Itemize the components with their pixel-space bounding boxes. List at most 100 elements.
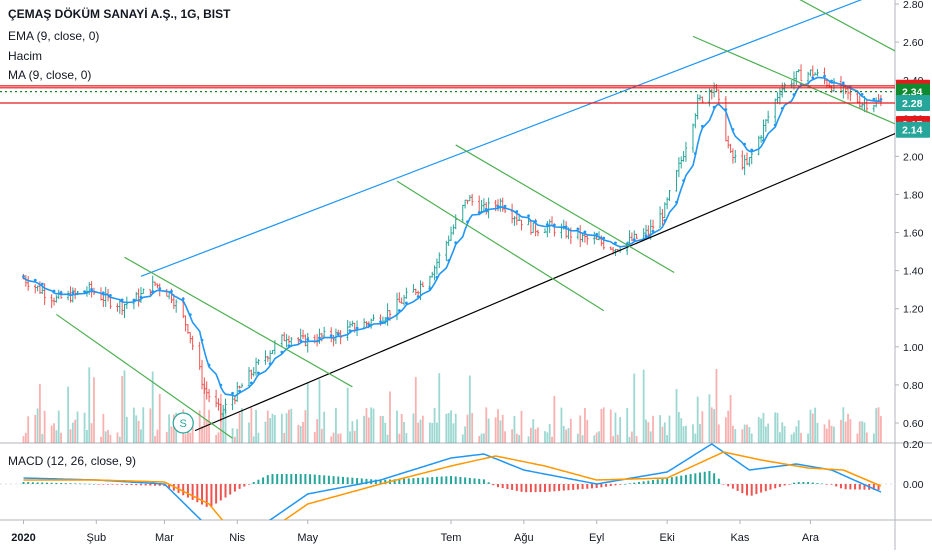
- ma-dot: [693, 152, 697, 155]
- ma-dot: [158, 287, 162, 290]
- volume-bar: [663, 422, 666, 443]
- volume-bar: [797, 420, 800, 443]
- macd-line-macd: [23, 443, 882, 520]
- macd-hist-bar: [50, 482, 53, 484]
- macd-hist-bar: [440, 476, 443, 484]
- ma-dot: [348, 329, 352, 333]
- ma-dot: [404, 301, 408, 305]
- macd-hist-bar: [849, 484, 852, 490]
- macd-hist-bar: [116, 484, 119, 485]
- ma-dot: [101, 291, 105, 295]
- volume-bar: [431, 422, 434, 443]
- volume-bar: [548, 424, 551, 443]
- volume-bar: [198, 410, 201, 443]
- volume-bar: [123, 370, 126, 443]
- macd-hist-bar: [666, 478, 669, 484]
- volume-bar: [332, 432, 335, 443]
- ma-dot: [496, 205, 500, 208]
- macd-hist-bar: [529, 484, 532, 493]
- volume-bar: [421, 415, 424, 443]
- macd-hist-bar: [562, 484, 565, 491]
- x-tick-label: Ara: [802, 532, 820, 544]
- volume-bar: [299, 426, 302, 443]
- macd-hist-bar: [384, 479, 387, 484]
- macd-hist-bar: [60, 483, 63, 484]
- volume-bar: [661, 426, 664, 443]
- macd-hist-bar: [186, 484, 189, 498]
- volume-bar: [478, 435, 481, 443]
- macd-hist-bar: [807, 482, 810, 484]
- macd-hist-bar: [558, 484, 561, 491]
- legend-ma: MA (9, close, 0): [8, 68, 92, 82]
- macd-hist-bar: [746, 484, 749, 496]
- volume-bar: [715, 368, 718, 443]
- volume-bar: [43, 410, 46, 443]
- volume-bar: [849, 419, 852, 443]
- volume-bar: [708, 394, 711, 443]
- volume-bar: [135, 415, 138, 443]
- volume-bar: [576, 433, 579, 443]
- ma-dot: [750, 148, 754, 152]
- macd-hist-bar: [468, 477, 471, 484]
- volume-bar: [781, 422, 784, 443]
- volume-bar: [863, 422, 866, 443]
- macd-hist-bar: [816, 483, 819, 484]
- ma-dot: [109, 293, 112, 297]
- volume-bar: [696, 396, 699, 443]
- macd-hist-bar: [520, 484, 523, 492]
- ma-dot: [552, 223, 556, 227]
- volume-bar: [90, 423, 93, 443]
- volume-bar: [461, 434, 464, 443]
- volume-bar: [659, 415, 661, 443]
- volume-bar: [389, 391, 391, 443]
- volume-bar: [532, 419, 535, 443]
- volume-bar: [396, 410, 398, 443]
- channel-line: [396, 180, 605, 312]
- volume-bar: [602, 407, 605, 443]
- macd-hist-bar: [872, 484, 875, 490]
- macd-hist-bar: [633, 482, 636, 484]
- macd-hist-bar: [543, 484, 546, 493]
- macd-hist-bar: [125, 484, 128, 485]
- volume-bar: [823, 424, 826, 443]
- ma-dot: [188, 313, 192, 317]
- y-tick-label: 2.80: [903, 0, 924, 11]
- macd-hist-bar: [858, 484, 861, 490]
- ma-dot: [545, 223, 549, 226]
- macd-hist-bar: [778, 484, 781, 487]
- volume-bar: [149, 408, 152, 443]
- volume-bar: [635, 436, 638, 443]
- y-tick-label: 1.60: [903, 228, 924, 240]
- x-tick-label: 2020: [11, 532, 35, 544]
- macd-hist-bar: [78, 483, 81, 485]
- volume-bar: [793, 432, 795, 443]
- macd-hist-bar: [130, 484, 133, 486]
- y-tick-label: 0.80: [903, 380, 924, 392]
- ma-dot: [527, 214, 530, 218]
- ma-dot: [181, 297, 185, 301]
- ma-dot: [83, 290, 86, 293]
- macd-hist-bar: [360, 478, 363, 484]
- chart-title: ÇEMAŞ DÖKÜM SANAYİ A.Ş., 1G, BIST: [8, 7, 231, 21]
- volume-bar: [633, 373, 636, 443]
- volume-bar: [534, 429, 537, 443]
- volume-bar: [398, 433, 401, 443]
- macd-hist-bar: [670, 477, 673, 484]
- macd-hist-bar: [421, 477, 424, 484]
- volume-bar: [234, 436, 236, 443]
- volume-bar: [248, 422, 250, 443]
- volume-bar: [546, 432, 549, 443]
- volume-bar: [647, 422, 650, 443]
- macd-hist-bar: [36, 482, 39, 484]
- volume-bar: [285, 413, 288, 443]
- volume-bar: [367, 417, 370, 443]
- macd-hist-bar: [727, 484, 730, 487]
- volume-bar: [511, 429, 513, 443]
- volume-bar: [250, 407, 253, 443]
- ma-dot: [120, 298, 124, 302]
- macd-hist-bar: [149, 484, 152, 486]
- ma-dot: [71, 291, 75, 295]
- volume-bar: [353, 430, 356, 443]
- macd-hist-bar: [600, 484, 603, 488]
